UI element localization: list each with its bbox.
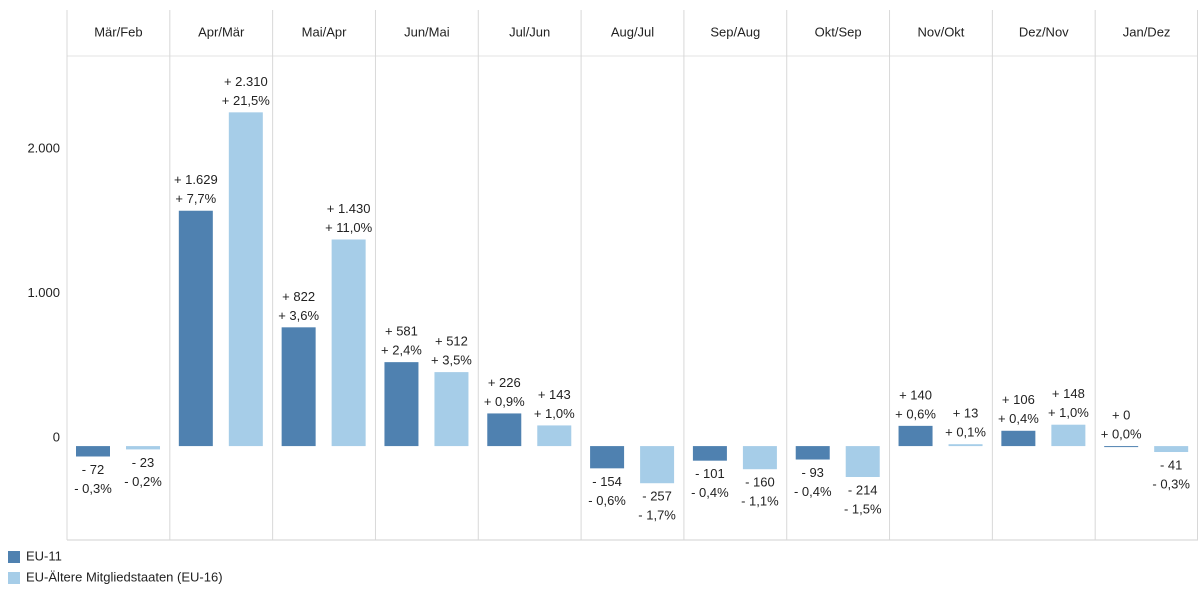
x-tick-label: Okt/Sep: [815, 24, 862, 39]
bar: [742, 446, 777, 470]
value-label: - 72: [82, 462, 104, 477]
percent-label: + 0,1%: [945, 425, 986, 440]
x-tick-label: Nov/Okt: [917, 24, 964, 39]
bar: [1051, 424, 1086, 447]
legend-label: EU-Ältere Mitgliedstaaten (EU-16): [26, 569, 223, 584]
x-tick-label: Jan/Dez: [1123, 24, 1171, 39]
x-tick-label: Apr/Mär: [198, 24, 245, 39]
bar: [76, 446, 110, 457]
x-tick-label: Jun/Mai: [404, 24, 450, 39]
value-label: + 0: [1112, 408, 1130, 423]
legend-swatch: [8, 572, 20, 584]
value-label: + 581: [385, 324, 418, 339]
bar: [1104, 446, 1139, 448]
x-tick-label: Dez/Nov: [1019, 24, 1069, 39]
percent-label: + 2,4%: [381, 343, 422, 358]
percent-label: - 0,3%: [1152, 476, 1190, 491]
bar: [384, 362, 419, 447]
bar: [692, 446, 727, 461]
bar: [281, 327, 316, 447]
bar: [228, 112, 263, 447]
percent-label: - 0,3%: [74, 481, 112, 496]
bar: [178, 210, 213, 447]
value-label: - 23: [132, 455, 154, 470]
percent-label: + 3,6%: [278, 308, 319, 323]
percent-label: - 0,2%: [124, 474, 162, 489]
value-label: - 160: [745, 475, 775, 490]
value-label: + 140: [899, 387, 932, 402]
value-label: - 93: [802, 465, 824, 480]
percent-label: + 11,0%: [325, 220, 373, 235]
value-label: + 106: [1002, 392, 1035, 407]
bar: [590, 446, 625, 469]
bar: [640, 446, 675, 484]
percent-label: - 1,7%: [638, 508, 676, 523]
percent-label: + 0,6%: [895, 406, 936, 421]
y-tick-label: 2.000: [27, 141, 60, 156]
y-tick-label: 0: [53, 430, 60, 445]
bar: [331, 239, 366, 447]
percent-label: + 1,0%: [534, 406, 575, 421]
value-label: + 2.310: [224, 74, 268, 89]
percent-label: + 1,0%: [1048, 405, 1089, 420]
bar: [898, 425, 933, 447]
percent-label: - 1,1%: [741, 494, 779, 509]
percent-label: - 0,6%: [588, 493, 626, 508]
value-label: - 214: [848, 482, 878, 497]
bar: [434, 372, 469, 447]
legend-swatch: [8, 551, 20, 563]
value-label: + 512: [435, 334, 468, 349]
value-label: + 13: [953, 406, 979, 421]
value-label: - 257: [642, 489, 672, 504]
legend-label: EU-11: [26, 548, 62, 563]
percent-label: + 0,4%: [998, 411, 1039, 426]
percent-label: + 7,7%: [175, 191, 216, 206]
percent-label: - 0,4%: [691, 485, 729, 500]
percent-label: - 0,4%: [794, 484, 832, 499]
percent-label: + 0,9%: [484, 394, 525, 409]
value-label: + 1.629: [174, 172, 218, 187]
value-label: + 1.430: [327, 201, 371, 216]
percent-label: + 0,0%: [1101, 427, 1142, 442]
value-label: + 822: [282, 289, 315, 304]
x-tick-label: Mai/Apr: [302, 24, 347, 39]
percent-label: + 3,5%: [431, 353, 472, 368]
bar: [1154, 446, 1189, 453]
value-label: - 154: [592, 474, 622, 489]
bar: [795, 446, 830, 460]
value-label: - 101: [695, 466, 725, 481]
bar: [948, 444, 983, 447]
value-label: - 41: [1160, 457, 1182, 472]
bar: [126, 446, 160, 450]
x-tick-label: Mär/Feb: [94, 24, 142, 39]
percent-label: + 21,5%: [222, 93, 271, 108]
x-tick-label: Sep/Aug: [710, 24, 760, 39]
value-label: + 143: [538, 387, 571, 402]
value-label: + 148: [1052, 386, 1085, 401]
x-tick-label: Jul/Jun: [509, 24, 550, 39]
bar: [487, 413, 522, 447]
x-tick-label: Aug/Jul: [611, 24, 654, 39]
bar: [1001, 430, 1036, 447]
y-tick-label: 1.000: [27, 285, 60, 300]
bar: [537, 425, 572, 447]
bar: [845, 446, 880, 478]
percent-label: - 1,5%: [844, 501, 882, 516]
value-label: + 226: [488, 375, 521, 390]
